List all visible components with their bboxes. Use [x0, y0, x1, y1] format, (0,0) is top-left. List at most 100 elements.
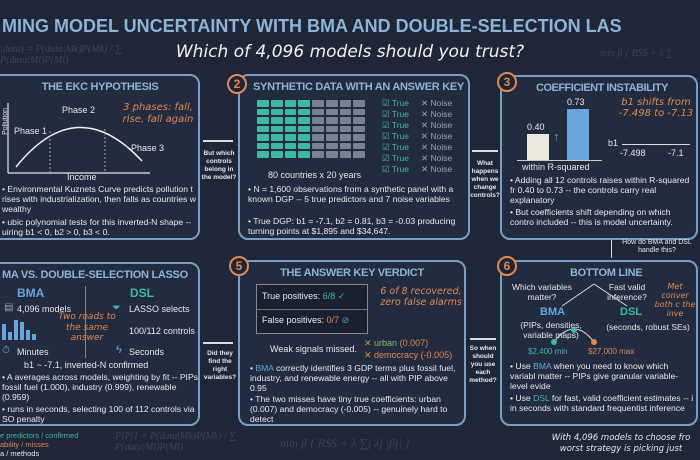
- bar-r2-after: [567, 109, 589, 160]
- panel-bma-vs-dsl: MA VS. DOUBLE-SELECTION LASSO BMA DSL ▤ …: [0, 262, 200, 426]
- bma-time: Minutes: [17, 347, 49, 357]
- true-variable-cell: [257, 151, 269, 158]
- arrow-to-dsl: [593, 283, 628, 307]
- variable-key-row: ☑ True ✕ Noise: [382, 98, 468, 109]
- noise-variable-cell: [325, 134, 338, 141]
- bayes-formula: |data) = P(data|Mk)P(Mk) / ∑ P(data|Ml)P…: [0, 44, 123, 66]
- true-variable-cell: [270, 108, 283, 116]
- noise-variable-cell: [339, 108, 352, 116]
- true-positives: True positives: 6/8 ✓: [262, 291, 345, 302]
- true-label: True: [391, 164, 409, 174]
- noise-variable-cell: [339, 142, 352, 150]
- noise-label: Noise: [430, 120, 453, 130]
- bullet-text: The two misses have tiny true coefficien…: [250, 394, 448, 424]
- dsl-heading: DSL: [130, 286, 154, 300]
- variable-key-list: ☑ True ✕ Noise ☑ True ✕ Noise ☑ True ✕ Noise ☑…: [382, 98, 468, 175]
- bullet: • Use BMA when you need to know which va…: [510, 361, 679, 391]
- phase1-label: Phase 1: [14, 126, 48, 136]
- miss-urban: ✕ urban (0.007): [364, 338, 428, 349]
- dsl-controls: 100/112 controls: [129, 326, 195, 336]
- bullet-text: But coefficients shift depending on whic…: [510, 207, 673, 227]
- divider: [257, 309, 367, 310]
- true-variable-cell: [298, 108, 310, 116]
- true-variable-cell: [298, 125, 310, 133]
- arrow-right-icon: [472, 150, 498, 152]
- bullet-text: True DGP: b1 = -7.1, b2 = 0.81, b3 = -0.…: [248, 216, 456, 236]
- true-variable-cell: [284, 142, 297, 150]
- connector-question: So when should you use each method?: [469, 345, 497, 384]
- noise-variable-cell: [325, 108, 338, 116]
- true-variable-cell: [270, 142, 283, 150]
- variable-key-row: ☑ True ✕ Noise: [382, 120, 468, 131]
- checkbox-icon: ☑: [382, 120, 392, 130]
- noise-variable-cell: [353, 117, 365, 124]
- panel-title: THE ANSWER KEY VERDICT: [280, 267, 424, 279]
- true-variable-cell: [298, 151, 310, 158]
- bullet-text: Environmental Kuznets Curve predicts pol…: [2, 184, 196, 214]
- divider: [85, 286, 86, 358]
- noise-variable-cell: [312, 134, 324, 141]
- question-inference: Fast valid inference?: [607, 282, 647, 302]
- false-positives: False positives: 0/7 ⊘: [262, 315, 349, 326]
- bullet: • The two misses have tiny true coeffici…: [250, 394, 448, 424]
- true-variable-cell: [257, 142, 269, 150]
- question-variables: Which variables matter?: [512, 282, 572, 302]
- pip-bar-icon: [2, 320, 36, 340]
- ekc-curve-chart: [7, 103, 150, 174]
- true-variable-cell: [257, 100, 269, 107]
- variable-key-row: ☑ True ✕ Noise: [382, 153, 468, 164]
- panel-title: COEFFICIENT INSTABILITY: [536, 82, 668, 94]
- step-number-2: 2: [227, 74, 247, 94]
- turning-max: $27,000 max: [588, 347, 635, 356]
- connector-question: What happens when we change controls?: [470, 160, 500, 199]
- panel-synthetic-data: SYNTHETIC DATA WITH AN ANSWER KEY 80 cou…: [238, 74, 470, 240]
- true-variable-cell: [298, 100, 310, 107]
- noise-label: Noise: [430, 142, 453, 152]
- noise-label: Noise: [430, 109, 453, 119]
- panel-ekc-hypothesis: THE EKC HYPOTHESIS Pollution Phase 1 Pha…: [0, 74, 200, 240]
- miss-value: (0.007): [399, 338, 429, 348]
- noise-label: Noise: [430, 164, 453, 174]
- bullet: • BMA correctly identifies 3 GDP terms p…: [250, 363, 456, 393]
- bullet-text: correctly identifies 3 GDP terms plus fo…: [250, 363, 456, 393]
- models-stack-icon: ▤: [4, 302, 14, 313]
- b1-number-line: [622, 144, 690, 145]
- b1-label: b1: [608, 138, 619, 148]
- decision-tree-arrows: [551, 283, 628, 345]
- bullet: • Environmental Kuznets Curve predicts p…: [2, 184, 196, 214]
- noise-variable-cell: [312, 100, 324, 107]
- noise-variable-cell: [312, 108, 324, 116]
- noise-variable-cell: [353, 151, 365, 158]
- dsl-select: LASSO selects: [129, 304, 190, 314]
- lasso-formula: min β { RSS + λ ∑: [600, 48, 674, 59]
- max-dot: [591, 339, 597, 345]
- bar-value-after: 0.73: [567, 97, 585, 107]
- connector-question: How do BMA and DSL handle this?: [622, 239, 692, 254]
- panel-coefficient-instability: COEFFICIENT INSTABILITY 0.40 0.73 ↑ with…: [500, 75, 698, 240]
- noise-variable-cell: [339, 117, 352, 124]
- bullet: • ubic polynomial tests for this inverte…: [2, 217, 192, 237]
- noise-variable-cell: [325, 100, 338, 107]
- main-title: MING MODEL UNCERTAINTY WITH BMA AND DOUB…: [2, 16, 622, 36]
- noise-variable-cell: [353, 142, 365, 150]
- miss-democracy: ✕ democracy (-0.005): [364, 350, 452, 361]
- bar-value-before: 0.40: [527, 122, 545, 132]
- two-roads-note: Two roads to the same answer: [58, 312, 116, 343]
- phase3-label: Phase 3: [131, 143, 165, 153]
- bullet: • N = 1,600 observations from a syntheti…: [248, 184, 454, 204]
- noise-variable-cell: [325, 142, 338, 150]
- panel-title: MA VS. DOUBLE-SELECTION LASSO: [2, 269, 188, 281]
- true-variable-cell: [284, 100, 297, 107]
- noise-variable-cell: [353, 125, 365, 133]
- true-variable-cell: [257, 125, 269, 133]
- x-icon: ✕: [421, 98, 431, 108]
- bullet-pre: Use: [515, 361, 531, 371]
- arrow-to-bma: [561, 283, 595, 307]
- checkbox-icon: ☑: [382, 142, 392, 152]
- bma-heading: BMA: [17, 286, 45, 300]
- ekc-curve: [15, 126, 143, 168]
- miss-name: urban: [374, 338, 398, 348]
- bullet-text: when you need to know which variabl matt…: [510, 361, 679, 391]
- noise-variable-cell: [325, 151, 338, 158]
- step-number-6: 6: [497, 256, 517, 276]
